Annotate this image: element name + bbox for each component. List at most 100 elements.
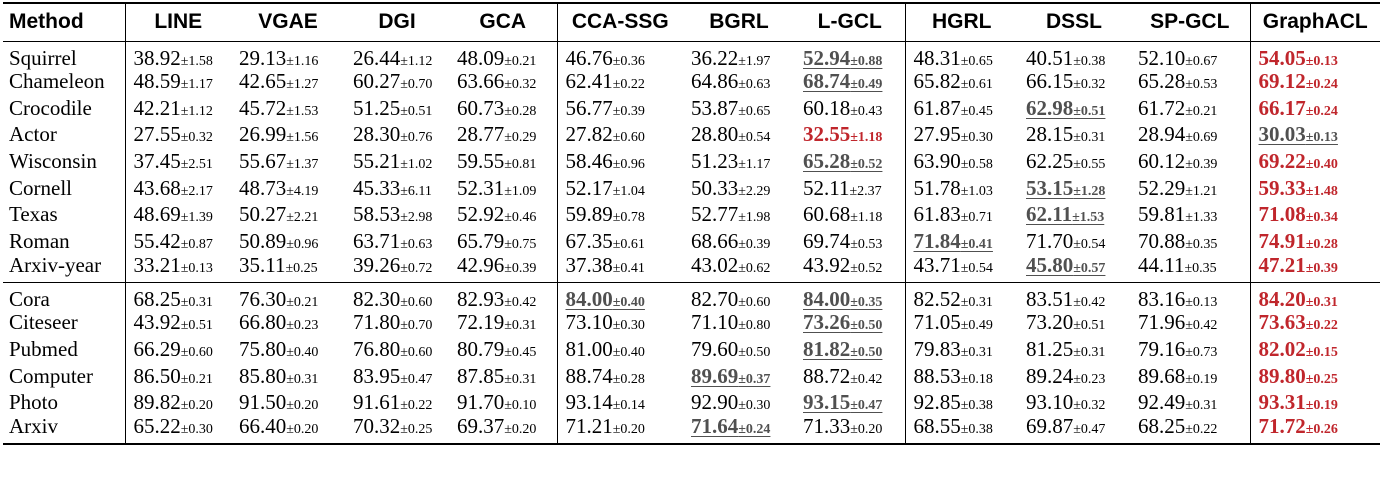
mean-value: 82.70	[691, 286, 739, 311]
table-row-crocodile: Crocodile 42.21±1.12 45.72±1.53 51.25±0.51 6…	[3, 95, 1380, 122]
std-value: ±0.69	[1185, 130, 1218, 146]
std-value: ±0.51	[1073, 318, 1106, 334]
result-cell: 71.84±0.41	[905, 228, 1018, 255]
std-value: ±1.03	[960, 183, 993, 199]
mean-value: 52.77	[691, 202, 739, 227]
mean-value: 91.70	[457, 390, 505, 415]
std-value: ±1.33	[1185, 210, 1218, 226]
result-cell: 60.18±0.43	[795, 95, 906, 122]
std-value: ±0.96	[612, 157, 645, 173]
std-value: ±0.35	[1184, 260, 1217, 276]
result-cell: 66.17±0.24	[1250, 95, 1380, 122]
mean-value: 93.10	[1026, 390, 1074, 415]
mean-value: 51.25	[353, 95, 401, 120]
std-value: ±0.30	[960, 130, 993, 146]
mean-value: 61.87	[913, 95, 961, 120]
result-cell: 71.05±0.49	[905, 310, 1018, 337]
dataset-name: Pubmed	[3, 336, 126, 363]
result-cell: 40.51±0.38	[1018, 41, 1130, 69]
result-cell: 43.02±0.62	[683, 254, 795, 283]
result-cell: 26.44±1.12	[345, 41, 449, 69]
std-value: ±0.80	[738, 318, 771, 334]
std-value: ±0.47	[400, 371, 433, 387]
result-cell: 92.49±0.31	[1130, 389, 1251, 417]
result-cell: 71.64±0.24	[683, 414, 795, 446]
mean-value: 32.55	[803, 122, 851, 147]
mean-value: 65.82	[913, 69, 961, 94]
result-cell: 68.55±0.38	[905, 416, 1018, 446]
std-value: ±0.49	[960, 318, 993, 334]
mean-value: 69.12	[1258, 69, 1306, 94]
result-cell: 58.46±0.96	[557, 148, 683, 175]
std-value: ±0.78	[612, 210, 645, 226]
std-value: ±0.25	[285, 260, 318, 276]
mean-value: 45.72	[239, 95, 287, 120]
std-value: ±0.42	[1185, 318, 1218, 334]
std-value: ±1.37	[286, 157, 319, 173]
std-value: ±0.32	[504, 77, 537, 93]
result-cell: 89.69±0.37	[683, 363, 795, 390]
result-cell: 84.20±0.31	[1250, 282, 1380, 310]
mean-value: 85.80	[239, 363, 287, 388]
result-cell: 33.21±0.13	[125, 254, 231, 283]
mean-value: 43.68	[133, 175, 181, 200]
result-cell: 59.33±1.48	[1250, 175, 1380, 202]
result-value-group: 93.15±0.47	[803, 390, 882, 414]
result-value-group: 48.73±4.19	[239, 176, 318, 200]
table-row-actor: Actor 27.55±0.32 26.99±1.56 28.30±0.76 28.77…	[3, 121, 1380, 149]
mean-value: 68.74	[803, 69, 851, 94]
std-value: ±0.30	[738, 398, 771, 414]
result-value-group: 71.64±0.24	[691, 414, 770, 438]
result-value-group: 66.29±0.60	[134, 337, 213, 361]
result-value-group: 84.00±0.40	[566, 287, 645, 311]
mean-value: 81.00	[565, 337, 613, 362]
mean-value: 52.17	[565, 175, 613, 200]
mean-value: 92.90	[691, 390, 739, 415]
result-value-group: 71.70±0.54	[1026, 229, 1105, 253]
result-cell: 44.11±0.35	[1130, 254, 1251, 283]
std-value: ±0.22	[400, 398, 433, 414]
result-value-group: 83.95±0.47	[353, 364, 432, 388]
std-value: ±0.31	[286, 371, 319, 387]
result-value-group: 52.92±0.46	[457, 202, 536, 226]
result-value-group: 53.87±0.65	[691, 96, 770, 120]
mean-value: 62.41	[565, 69, 613, 94]
mean-value: 69.37	[457, 414, 505, 439]
result-cell: 68.25±0.31	[125, 282, 231, 310]
std-value: ±0.65	[738, 103, 771, 119]
result-value-group: 58.53±2.98	[353, 202, 432, 226]
std-value: ±0.20	[850, 422, 883, 438]
result-cell: 51.78±1.03	[905, 175, 1018, 202]
mean-value: 63.90	[913, 149, 961, 174]
result-value-group: 73.63±0.22	[1259, 310, 1338, 334]
result-cell: 91.50±0.20	[231, 389, 345, 416]
result-cell: 75.80±0.40	[231, 336, 345, 363]
result-value-group: 83.51±0.42	[1026, 287, 1105, 311]
mean-value: 29.13	[239, 45, 287, 70]
std-value: ±0.22	[1305, 318, 1338, 334]
std-value: ±1.28	[1073, 183, 1106, 199]
mean-value: 30.03	[1258, 122, 1306, 147]
result-value-group: 70.88±0.35	[1138, 229, 1217, 253]
std-value: ±0.21	[1185, 103, 1218, 119]
result-value-group: 28.77±0.29	[457, 122, 536, 146]
result-value-group: 48.59±1.17	[134, 69, 213, 93]
result-value-group: 69.22±0.40	[1259, 149, 1338, 173]
result-cell: 79.16±0.73	[1130, 336, 1251, 363]
result-cell: 70.88±0.35	[1130, 228, 1251, 255]
std-value: ±0.30	[612, 318, 645, 334]
std-value: ±0.42	[850, 371, 883, 387]
std-value: ±0.32	[1073, 398, 1106, 414]
result-cell: 89.80±0.25	[1250, 363, 1380, 390]
mean-value: 63.71	[353, 228, 401, 253]
result-cell: 93.15±0.47	[795, 389, 906, 417]
std-value: ±0.31	[960, 345, 993, 361]
table-row-arxiv-year: Arxiv-year 33.21±0.13 35.11±0.25 39.26±0.72…	[3, 254, 1380, 283]
column-header-gca: GCA	[449, 2, 558, 42]
result-value-group: 68.25±0.31	[134, 287, 213, 311]
result-cell: 63.90±0.58	[905, 148, 1018, 175]
std-value: ±0.67	[1185, 53, 1218, 69]
result-cell: 61.87±0.45	[905, 95, 1018, 122]
result-value-group: 42.21±1.12	[134, 96, 213, 120]
result-value-group: 52.77±1.98	[691, 202, 770, 226]
